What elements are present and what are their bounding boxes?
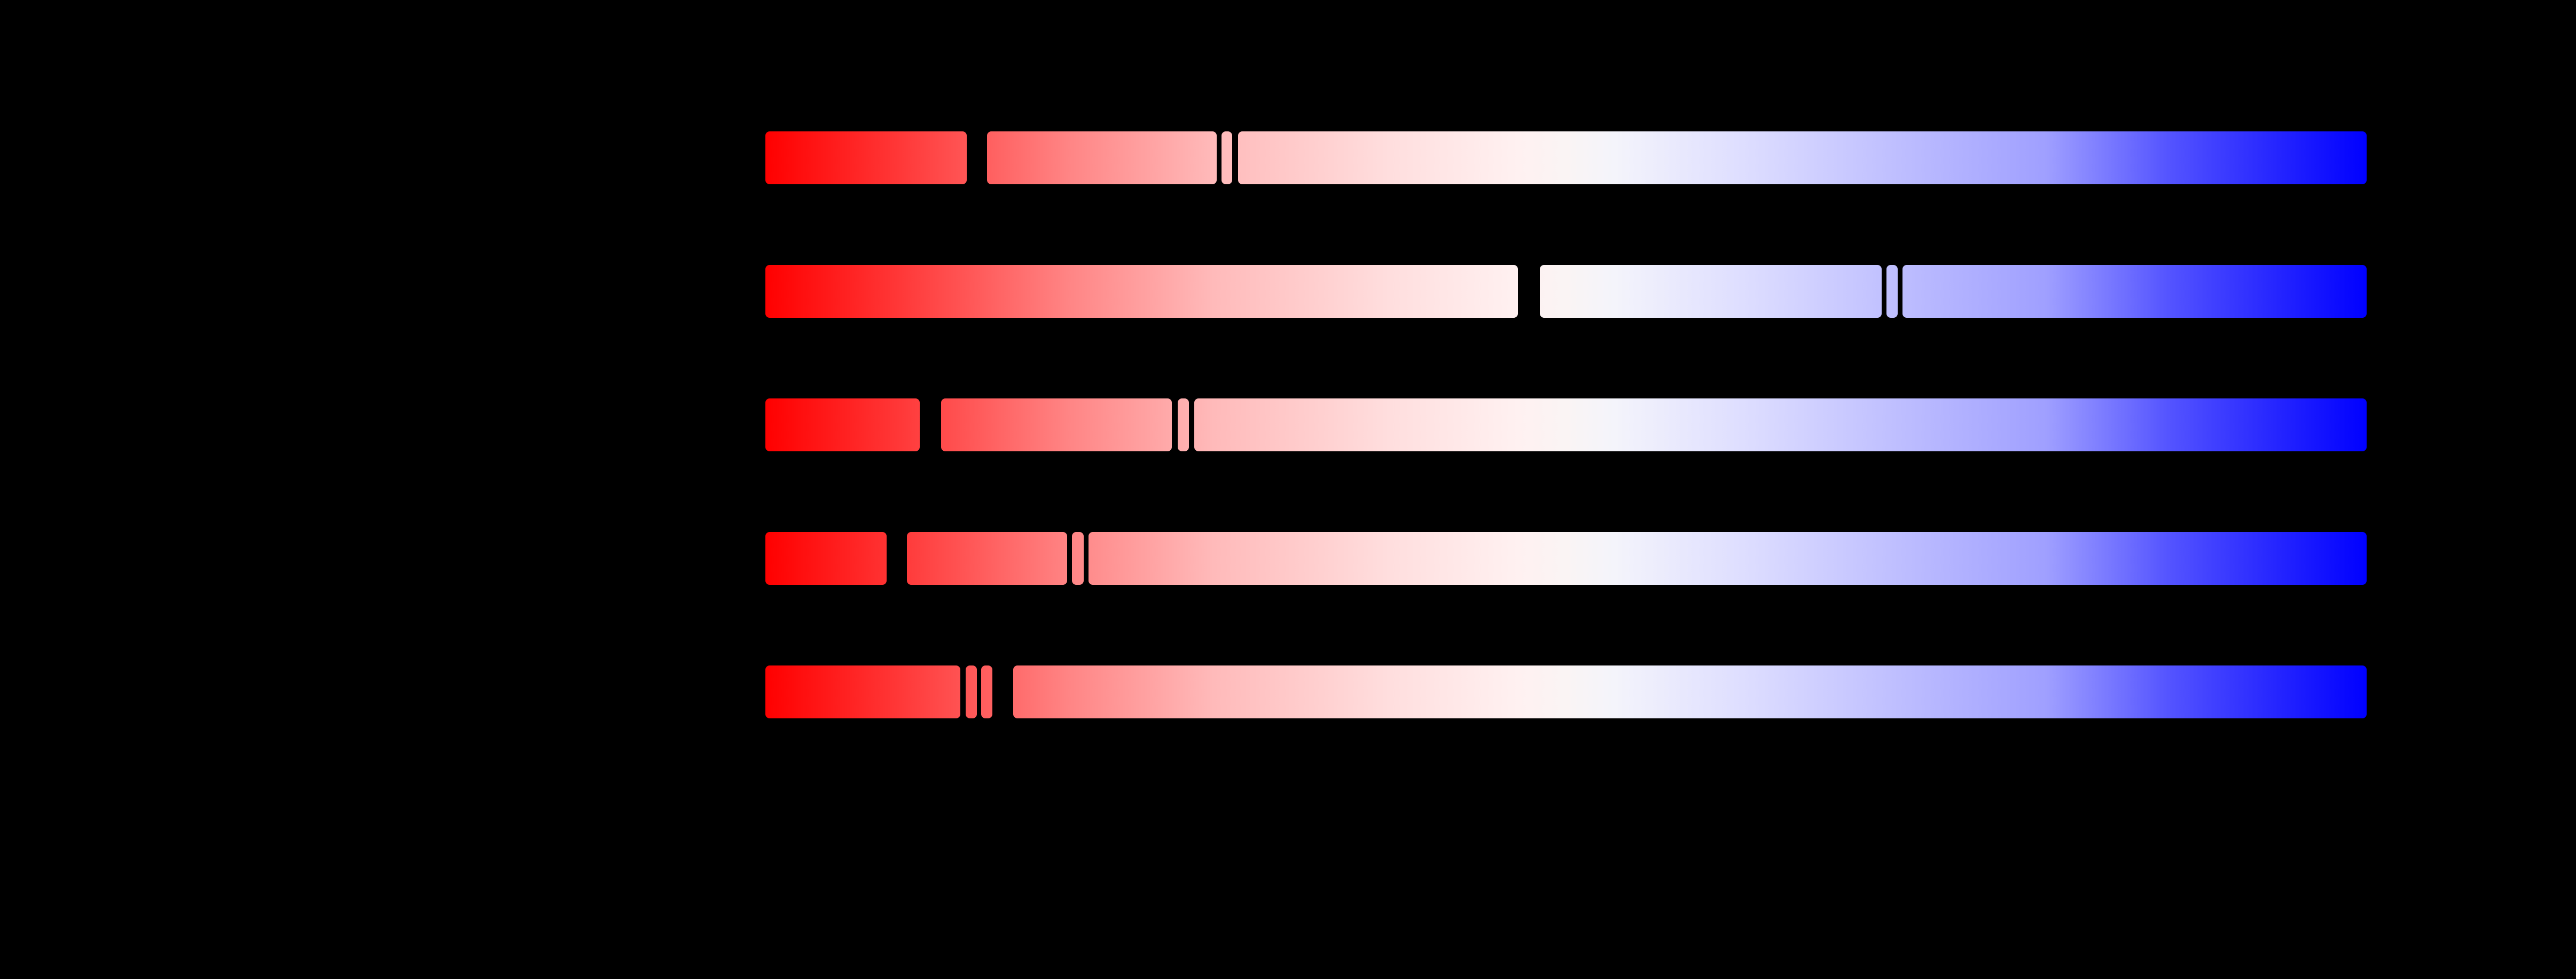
gradient-fill [981, 665, 993, 718]
gradient-fill [1540, 265, 1882, 318]
spectrum-segment [1540, 265, 1882, 318]
spectrum-segment [1072, 532, 1084, 585]
gradient-fill [1886, 265, 1898, 318]
gradient-fill [1088, 532, 2367, 585]
spectrum-segment [941, 398, 1172, 451]
spectrum-segment [1194, 398, 2367, 451]
spectrum-segment [1238, 131, 2367, 184]
gradient-fill [1072, 532, 1084, 585]
spectrum-bar-4 [765, 532, 2367, 585]
spectrum-segment [981, 665, 993, 718]
spectrum-segment [1222, 131, 1232, 184]
gradient-fill [1013, 665, 2367, 718]
gradient-fill [907, 532, 1068, 585]
spectrum-segment [986, 131, 1217, 184]
spectrum-bar-1 [765, 131, 2367, 184]
gradient-fill [1902, 265, 2367, 318]
gradient-fill [986, 131, 1217, 184]
spectrum-segment [966, 665, 977, 718]
spectrum-segment [765, 532, 887, 585]
spectrum-segment [1013, 665, 2367, 718]
spectrum-segment [765, 665, 961, 718]
spectrum-segment [1088, 532, 2367, 585]
spectrum-segment [1886, 265, 1898, 318]
spectrum-segment [1177, 398, 1189, 451]
spectrum-segment [907, 532, 1068, 585]
spectrum-segment [765, 131, 967, 184]
spectrum-segment [765, 265, 1518, 318]
gradient-fill [1177, 398, 1189, 451]
gradient-fill [1238, 131, 2367, 184]
gradient-fill [765, 131, 967, 184]
gradient-fill [765, 265, 1518, 318]
spectrum-bar-2 [765, 265, 2367, 318]
gradient-fill [1194, 398, 2367, 451]
spectrum-bar-5 [765, 665, 2367, 718]
gradient-fill [941, 398, 1172, 451]
spectrum-bar-3 [765, 398, 2367, 451]
gradient-fill [765, 665, 961, 718]
gradient-fill [1222, 131, 1232, 184]
spectrum-segment [1902, 265, 2367, 318]
gradient-fill [765, 398, 920, 451]
gradient-fill [765, 532, 887, 585]
gradient-fill [966, 665, 977, 718]
spectrum-segment [765, 398, 920, 451]
